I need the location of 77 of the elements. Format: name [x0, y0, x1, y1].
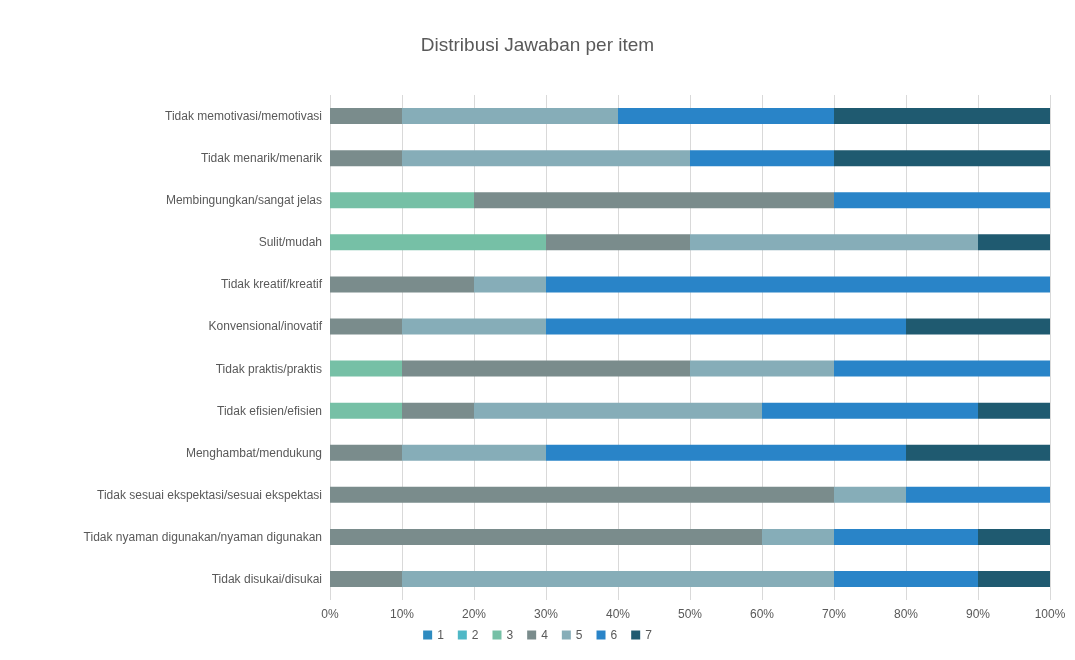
- bar: [546, 318, 906, 335]
- bar: [330, 318, 402, 335]
- x-tick-label: 30%: [533, 607, 559, 621]
- y-tick-label: Konvensional/inovatif: [208, 319, 323, 334]
- bar: [330, 528, 762, 545]
- bar: [474, 402, 762, 419]
- bar: [330, 276, 474, 293]
- bar: [978, 570, 1050, 587]
- bar: [834, 192, 1050, 209]
- bar: [546, 276, 1050, 293]
- x-tick-label: 80%: [893, 607, 919, 621]
- y-tick-label: Tidak kreatif/kreatif: [221, 277, 323, 292]
- bar: [330, 402, 402, 419]
- legend-label: 5: [575, 628, 583, 642]
- bar: [978, 402, 1050, 419]
- bar: [546, 444, 906, 461]
- bar: [690, 150, 834, 167]
- bar: [906, 486, 1050, 503]
- bar: [330, 570, 402, 587]
- x-tick-label: 100%: [1034, 607, 1066, 621]
- bar: [402, 150, 690, 167]
- y-tick-label: Tidak menarik/menarik: [201, 151, 323, 166]
- y-tick-label: Tidak efisien/efisien: [217, 403, 322, 418]
- bar: [330, 108, 402, 125]
- y-tick-label: Sulit/mudah: [258, 235, 322, 250]
- y-tick-label: Membingungkan/sangat jelas: [165, 193, 322, 208]
- legend-label: 2: [471, 628, 479, 642]
- y-tick-label: Tidak sesuai ekspektasi/sesuai ekspektasi: [97, 487, 322, 502]
- legend-label: 1: [437, 628, 445, 642]
- bar: [834, 486, 906, 503]
- legend-label: 3: [506, 628, 514, 642]
- x-tick-label: 90%: [965, 607, 991, 621]
- bar: [834, 150, 1050, 167]
- bar: [834, 570, 978, 587]
- y-tick-label: Tidak nyaman digunakan/nyaman digunakan: [83, 529, 322, 544]
- bar: [762, 528, 834, 545]
- legend-label: 7: [645, 628, 653, 642]
- bar: [906, 444, 1050, 461]
- bar: [546, 234, 690, 251]
- y-tick-label: Tidak memotivasi/memotivasi: [165, 109, 322, 124]
- bar: [330, 486, 834, 503]
- bar: [402, 318, 546, 335]
- bar: [690, 234, 978, 251]
- bar: [402, 402, 474, 419]
- bar: [330, 444, 402, 461]
- x-tick-label: 70%: [821, 607, 847, 621]
- legend-label: 4: [541, 628, 549, 642]
- bar: [330, 234, 546, 251]
- bar: [330, 192, 474, 209]
- bar: [402, 360, 690, 377]
- bar: [402, 108, 618, 125]
- chart-title: Distribusi Jawaban per item: [420, 34, 655, 55]
- bar: [834, 360, 1050, 377]
- y-tick-label: Tidak praktis/praktis: [215, 361, 322, 376]
- x-tick-label: 40%: [605, 607, 631, 621]
- bar: [402, 570, 834, 587]
- bar: [978, 234, 1050, 251]
- y-tick-label: Menghambat/mendukung: [185, 445, 322, 460]
- bar: [906, 318, 1050, 335]
- bar: [834, 108, 1050, 125]
- bar: [474, 192, 834, 209]
- legend-label: 6: [610, 628, 618, 642]
- x-tick-label: 60%: [749, 607, 775, 621]
- bar: [834, 528, 978, 545]
- x-tick-label: 10%: [389, 607, 415, 621]
- x-tick-label: 20%: [461, 607, 487, 621]
- bar: [690, 360, 834, 377]
- bar: [330, 150, 402, 167]
- bar: [762, 402, 978, 419]
- bar: [978, 528, 1050, 545]
- bar: [474, 276, 546, 293]
- x-tick-label: 50%: [677, 607, 703, 621]
- x-tick-label: 0%: [321, 607, 339, 621]
- bar: [618, 108, 834, 125]
- y-tick-label: Tidak disukai/disukai: [211, 571, 322, 586]
- bar: [330, 360, 402, 377]
- bar: [402, 444, 546, 461]
